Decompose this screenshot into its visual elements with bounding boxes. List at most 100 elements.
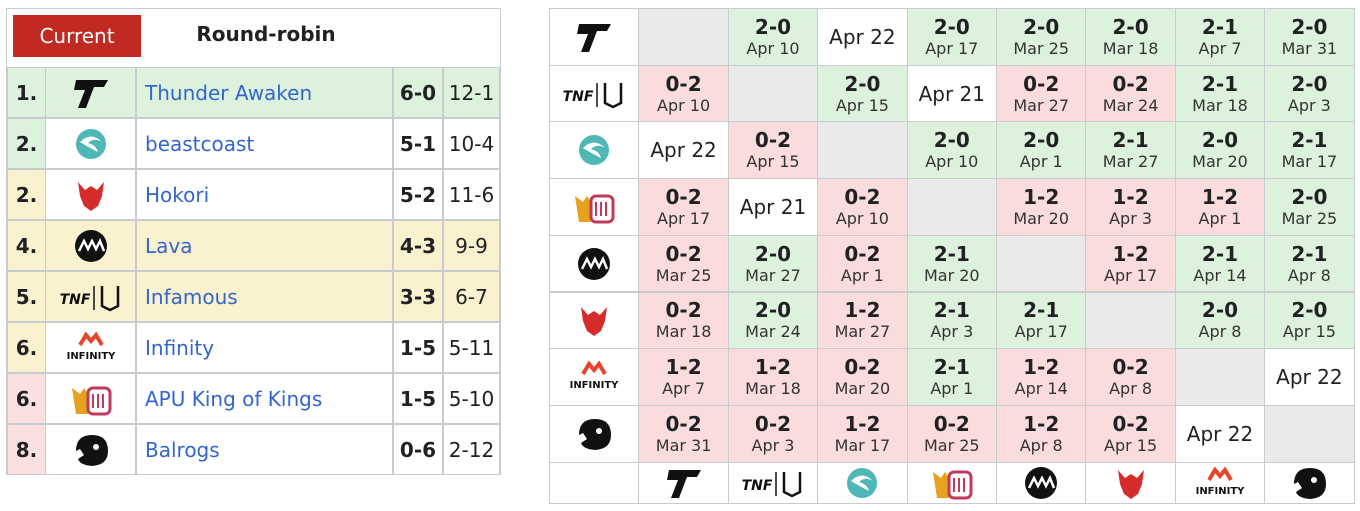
match-score: 2-0 xyxy=(844,71,881,96)
logo-text: TNF xyxy=(742,478,773,494)
team-cell[interactable]: APU King of Kings xyxy=(136,373,393,424)
match-cell: 2-0 Mar 18 xyxy=(1085,8,1176,66)
col-logo-cell xyxy=(906,461,997,504)
row-logo-cell: INFINITY xyxy=(549,348,640,406)
match-date: Mar 18 xyxy=(655,322,712,342)
match-date: Mar 27 xyxy=(1013,95,1070,115)
match-cell: 0-2 Apr 3 xyxy=(727,404,819,463)
team-cell[interactable]: beastcoast xyxy=(136,118,393,169)
record: 6-0 xyxy=(399,80,437,105)
record: 5-1 xyxy=(399,131,437,156)
team-cell[interactable]: Hokori xyxy=(136,169,393,220)
match-score: 2-1 xyxy=(1291,241,1328,266)
match-score: 2-1 xyxy=(933,355,970,380)
maps-cell: 12-1 xyxy=(443,67,500,118)
match-cell: 1-2 Apr 7 xyxy=(638,348,729,406)
row-logo-cell xyxy=(549,234,640,293)
match-cell: 0-2 Apr 10 xyxy=(817,178,908,236)
record-cell: 0-6 xyxy=(393,424,443,475)
match-score: 2-0 xyxy=(1112,14,1149,39)
match-date: Mar 20 xyxy=(1192,152,1248,172)
match-date: Apr 1 xyxy=(1019,152,1063,172)
match-date: Apr 22 xyxy=(829,24,896,49)
match-score: 2-0 xyxy=(754,241,792,266)
match-score: 1-2 xyxy=(1112,241,1149,266)
match-score: 2-1 xyxy=(1201,14,1239,39)
match-score: 0-2 xyxy=(754,128,792,153)
match-date: Mar 18 xyxy=(745,379,801,399)
match-cell: 2-1 Apr 3 xyxy=(906,291,997,350)
match-score: 1-2 xyxy=(1023,355,1060,380)
match-score: 2-0 xyxy=(1291,184,1328,209)
match-score: 2-1 xyxy=(1112,128,1149,153)
col-logo-cell xyxy=(1264,461,1355,504)
logo-cell: INFINITY xyxy=(45,322,136,373)
match-cell: 2-0 Mar 25 xyxy=(1264,178,1355,236)
col-logo-cell xyxy=(817,461,908,504)
tab-button[interactable]: Current xyxy=(13,15,141,57)
team-logo xyxy=(666,469,701,498)
match-score: 0-2 xyxy=(1112,355,1149,380)
match-score: 1-2 xyxy=(1201,184,1239,209)
logo-text: INFINITY xyxy=(1196,486,1246,497)
record: 1-5 xyxy=(399,386,437,411)
match-cell: 0-2 Apr 8 xyxy=(1085,348,1176,406)
match-date: Apr 8 xyxy=(1287,265,1331,285)
team-cell[interactable]: Lava xyxy=(136,220,393,271)
match-cell xyxy=(996,234,1087,293)
record-cell: 5-1 xyxy=(393,118,443,169)
match-score: 1-2 xyxy=(1112,184,1149,209)
team-cell[interactable]: Infamous xyxy=(136,271,393,322)
tab-label: Current xyxy=(39,24,115,48)
match-cell xyxy=(906,178,997,236)
match-date: Mar 25 xyxy=(1281,208,1338,228)
match-date: Apr 8 xyxy=(1198,322,1242,342)
team-cell[interactable]: Balrogs xyxy=(136,424,393,475)
match-date: Apr 1 xyxy=(840,265,884,285)
row-logo-cell xyxy=(549,178,640,236)
match-cell: 0-2 Apr 17 xyxy=(638,178,729,236)
rank-cell: 8. xyxy=(7,424,46,475)
record: 4-3 xyxy=(399,233,437,258)
maps: 6-7 xyxy=(455,284,488,309)
match-cell: 1-2 Mar 17 xyxy=(817,404,908,463)
match-cell xyxy=(1174,348,1266,406)
match-score: 2-0 xyxy=(1291,298,1328,323)
match-date: Apr 10 xyxy=(657,95,711,115)
record-cell: 1-5 xyxy=(393,373,443,424)
maps-cell: 5-11 xyxy=(443,322,500,373)
team-cell[interactable]: Thunder Awaken xyxy=(136,67,393,118)
rank-cell: 1. xyxy=(7,67,46,118)
team-name: APU King of Kings xyxy=(145,386,323,411)
record: 0-6 xyxy=(399,437,437,462)
match-date: Apr 17 xyxy=(657,208,711,228)
match-score: 2-1 xyxy=(1201,71,1239,96)
match-date: Mar 25 xyxy=(655,265,712,285)
match-cell: 2-0 Apr 8 xyxy=(1174,291,1266,350)
match-date: Apr 10 xyxy=(835,208,889,228)
match-score: 1-2 xyxy=(1023,184,1060,209)
match-date: Apr 15 xyxy=(835,95,889,115)
match-cell: 2-0 Mar 20 xyxy=(1174,121,1266,180)
record: 3-3 xyxy=(399,284,437,309)
match-score: 1-2 xyxy=(1023,411,1060,436)
record-cell: 3-3 xyxy=(393,271,443,322)
match-cell: 2-0 Apr 15 xyxy=(817,64,908,123)
team-cell[interactable]: Infinity xyxy=(136,322,393,373)
match-cell: 0-2 Mar 25 xyxy=(638,234,729,293)
match-date: Apr 14 xyxy=(1193,265,1247,285)
match-date: Apr 22 xyxy=(1276,365,1343,390)
logo-text: TNF xyxy=(563,89,594,105)
logo-cell: TNF xyxy=(45,271,136,322)
maps-cell: 11-6 xyxy=(443,169,500,220)
rank: 6. xyxy=(15,386,38,411)
match-score: 0-2 xyxy=(933,411,970,436)
match-cell: 0-2 Mar 18 xyxy=(638,291,729,350)
maps-cell: 9-9 xyxy=(443,220,500,271)
maps-cell: 2-12 xyxy=(443,424,500,475)
match-score: 0-2 xyxy=(844,355,881,380)
match-cell: 2-1 Apr 14 xyxy=(1174,234,1266,293)
match-date: Mar 17 xyxy=(1281,152,1338,172)
match-date: Apr 3 xyxy=(1109,208,1153,228)
